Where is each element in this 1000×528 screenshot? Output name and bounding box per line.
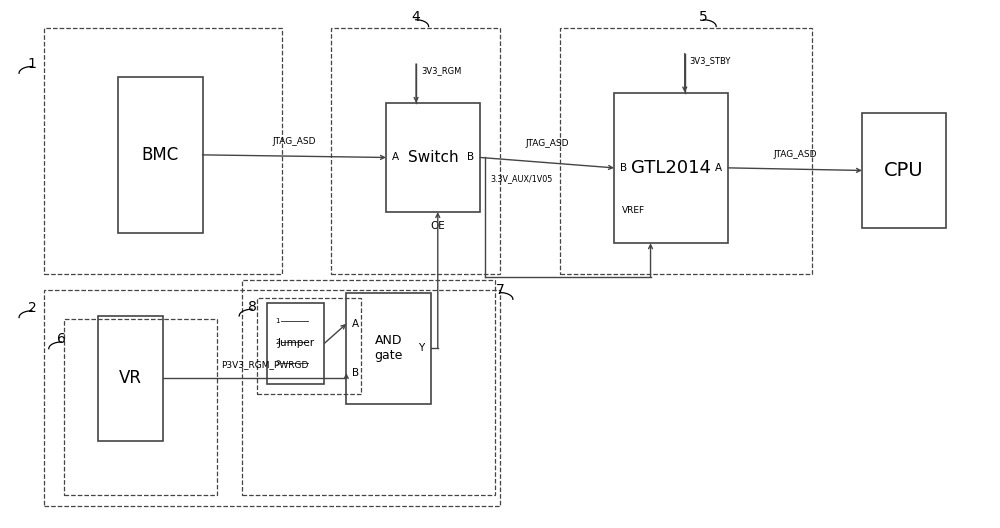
Bar	[346, 293, 431, 404]
Text: 5: 5	[699, 10, 708, 24]
Bar	[64, 318, 217, 495]
Text: OE: OE	[430, 221, 445, 231]
Text: P3V3_RGM_PWRGD: P3V3_RGM_PWRGD	[221, 360, 308, 369]
Bar	[98, 316, 163, 441]
Text: VR: VR	[119, 369, 142, 388]
Bar	[386, 103, 480, 212]
Text: 3V3_RGM: 3V3_RGM	[421, 67, 461, 76]
Text: Jumper: Jumper	[277, 338, 314, 348]
Text: 1: 1	[275, 318, 280, 324]
Text: AND
gate: AND gate	[374, 334, 403, 362]
Text: 1: 1	[27, 57, 36, 71]
Bar	[44, 290, 500, 506]
Text: 2: 2	[275, 338, 279, 345]
Text: VREF: VREF	[622, 205, 645, 214]
Text: JTAG_ASD: JTAG_ASD	[272, 137, 316, 146]
Bar	[257, 298, 361, 394]
Bar	[118, 77, 203, 233]
Bar	[242, 280, 495, 495]
Text: 6: 6	[57, 332, 66, 346]
Bar	[560, 27, 812, 275]
Text: B: B	[620, 163, 627, 173]
Text: JTAG_ASD: JTAG_ASD	[773, 149, 817, 158]
Text: 2: 2	[28, 301, 36, 315]
Bar	[614, 92, 728, 243]
Text: 3.3V_AUX/1V05: 3.3V_AUX/1V05	[490, 174, 552, 183]
Text: JTAG_ASD: JTAG_ASD	[525, 139, 569, 148]
Text: 3V3_STBY: 3V3_STBY	[690, 56, 731, 65]
Text: A: A	[715, 163, 722, 173]
Bar	[331, 27, 500, 275]
Bar	[44, 27, 282, 275]
Text: Switch: Switch	[408, 150, 458, 165]
Text: Y: Y	[418, 343, 425, 353]
Text: 8: 8	[248, 299, 257, 314]
Text: 7: 7	[496, 283, 504, 297]
Text: GTL2014: GTL2014	[631, 159, 711, 177]
Text: A: A	[352, 319, 359, 329]
Bar	[862, 114, 946, 228]
Text: 4: 4	[411, 10, 420, 24]
Bar	[267, 303, 324, 383]
Text: 3: 3	[275, 360, 280, 365]
Text: B: B	[352, 368, 359, 378]
Text: CPU: CPU	[884, 161, 924, 180]
Text: BMC: BMC	[142, 146, 179, 164]
Text: A: A	[392, 153, 399, 163]
Text: B: B	[467, 153, 474, 163]
